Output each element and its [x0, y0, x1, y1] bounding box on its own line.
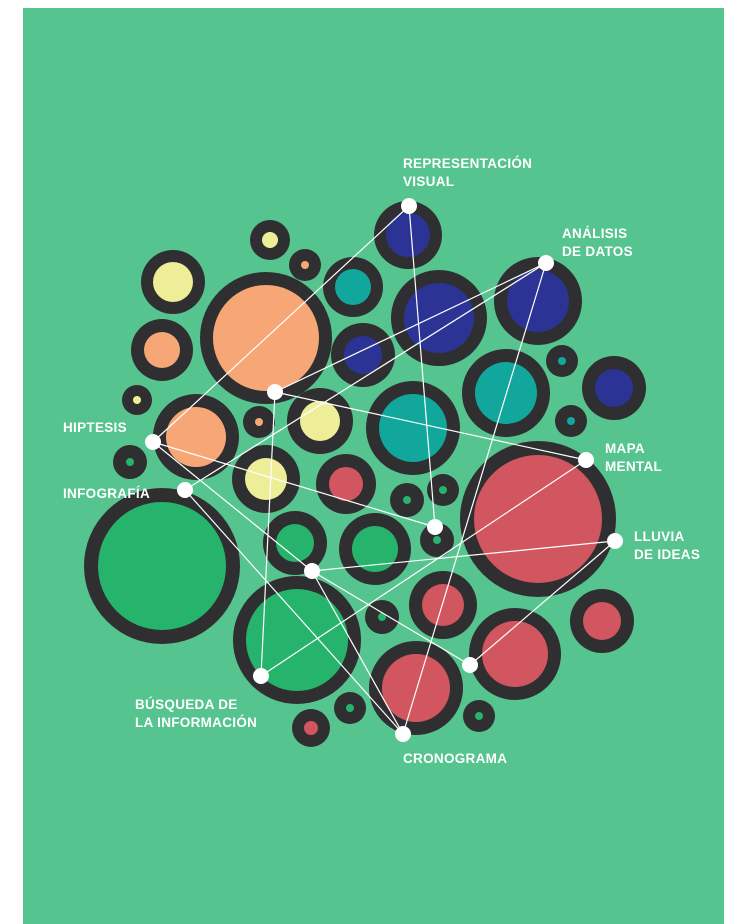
bubble-green: [98, 502, 226, 630]
bubble-cluster: [84, 201, 646, 747]
bubble-green: [352, 526, 398, 572]
bubble-green: [475, 712, 483, 720]
bubble-teal: [567, 417, 575, 425]
bubble-orange: [301, 261, 309, 269]
bubble-red: [422, 584, 464, 626]
bubble-red: [382, 654, 450, 722]
connection-line-hip-n2: [152, 441, 436, 528]
connection-line-hip-n3: [152, 441, 313, 572]
bubble-green: [439, 486, 447, 494]
bubble-green: [126, 458, 134, 466]
bubble-navy: [386, 213, 430, 257]
bubble-orange: [166, 407, 226, 467]
bubble-teal: [558, 357, 566, 365]
bubble-green: [403, 496, 411, 504]
connection-line-ad-n1: [274, 262, 547, 393]
bubble-yellow: [262, 232, 278, 248]
bubble-navy: [507, 270, 569, 332]
connection-line-ll-n3: [311, 540, 616, 572]
node-n4: [462, 657, 478, 673]
connection-nodes: [145, 198, 623, 742]
bubble-orange: [255, 418, 263, 426]
node-inf: [177, 482, 193, 498]
label-representacion-visual: REPRESENTACIÓN VISUAL: [403, 156, 536, 189]
node-hip: [145, 434, 161, 450]
label-mapa-mental: MAPA MENTAL: [605, 441, 662, 474]
bubble-green: [276, 524, 314, 562]
bubble-red: [304, 721, 318, 735]
connection-line-inf-cro: [184, 489, 404, 735]
bubble-red: [482, 621, 548, 687]
connection-lines: [152, 205, 616, 735]
label-lluvia-de-ideas: LLUVIA DE IDEAS: [634, 529, 700, 562]
connection-line-n1-bus: [260, 391, 276, 677]
node-mm: [578, 452, 594, 468]
node-ll: [607, 533, 623, 549]
bubble-yellow: [300, 401, 340, 441]
connection-line-ad-cro: [402, 262, 547, 735]
bubble-yellow: [245, 458, 287, 500]
bubble-red: [474, 455, 602, 583]
connection-line-ll-n4: [469, 540, 616, 666]
connection-line-rv-hip: [152, 205, 410, 443]
label-infografia: INFOGRAFÍA: [63, 486, 150, 501]
node-rv: [401, 198, 417, 214]
connection-line-n3-cro: [311, 570, 404, 735]
label-analisis-de-datos: ANÁLISIS DE DATOS: [562, 226, 633, 259]
bubble-red: [329, 467, 363, 501]
label-cronograma: CRONOGRAMA: [403, 751, 507, 766]
bubble-green: [433, 536, 441, 544]
connection-line-n3-n4: [311, 570, 471, 666]
bubble-navy: [404, 283, 474, 353]
node-n3: [304, 563, 320, 579]
bubble-navy: [595, 369, 633, 407]
bubble-navy: [344, 336, 382, 374]
connection-line-rv-n2: [408, 205, 436, 528]
node-n2: [427, 519, 443, 535]
bubble-yellow: [153, 262, 193, 302]
label-busqueda-de-la-informacion: BÚSQUEDA DE LA INFORMACIÓN: [135, 697, 257, 730]
connection-line-n1-mm: [274, 391, 587, 461]
bubble-green: [378, 613, 386, 621]
node-cro: [395, 726, 411, 742]
node-n1: [267, 384, 283, 400]
bubble-yellow: [133, 396, 141, 404]
bubble-green: [246, 589, 348, 691]
connection-line-mm-bus: [260, 459, 587, 677]
node-bus: [253, 668, 269, 684]
node-ad: [538, 255, 554, 271]
bubble-teal: [379, 394, 447, 462]
bubble-green: [346, 704, 354, 712]
label-hiptesis: HIPTESIS: [63, 420, 127, 435]
bubble-red: [583, 602, 621, 640]
bubble-teal: [335, 269, 371, 305]
connection-line-ad-inf: [184, 262, 547, 491]
bubble-orange: [144, 332, 180, 368]
